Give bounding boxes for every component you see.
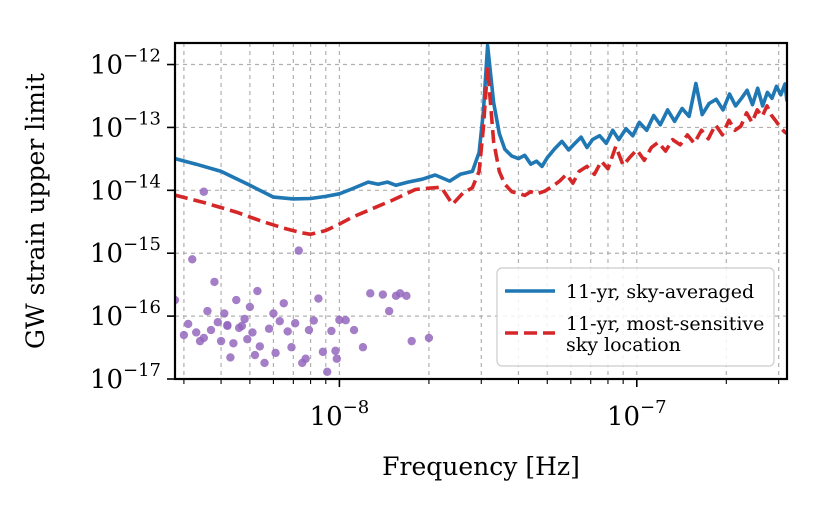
y-tick-label: 10−14 — [90, 171, 161, 206]
scatter-point — [290, 319, 300, 328]
scatter-point — [294, 246, 303, 255]
scatter-point — [199, 333, 209, 343]
scatter-point — [245, 302, 255, 312]
scatter-point — [323, 367, 332, 377]
scatter-point — [264, 324, 274, 333]
scatter-point — [199, 187, 209, 196]
y-tick-label: 10−12 — [90, 46, 161, 81]
line-series — [175, 43, 787, 237]
scatter-point — [301, 354, 310, 363]
legend-label-most-sensitive: 11-yr, most-sensitive sky location — [566, 313, 770, 356]
x-axis-label: Frequency [Hz] — [382, 452, 580, 481]
scatter-point — [309, 316, 318, 325]
scatter-point — [335, 315, 344, 325]
x-tick-label: 10−7 — [607, 397, 667, 432]
scatter-point — [223, 320, 232, 330]
scatter-point — [269, 309, 278, 318]
tick-labels: 10−17 10−16 10−15 10−14 10−13 10−12 10−8 10−7 — [90, 46, 667, 432]
scatter-point — [232, 295, 241, 305]
scatter-point — [213, 318, 222, 327]
series-line-1 — [175, 65, 787, 237]
scatter-point — [287, 343, 296, 352]
scatter-point — [183, 319, 193, 329]
y-tick-label: 10−17 — [90, 360, 161, 395]
scatter-point — [327, 326, 336, 336]
scatter-point — [395, 289, 405, 298]
scatter-point — [220, 309, 229, 318]
y-tick-label: 10−13 — [90, 108, 161, 143]
scatter-point — [275, 316, 284, 326]
scatter-point — [243, 334, 252, 344]
scatter-point — [203, 306, 212, 316]
scatter-point — [384, 306, 394, 316]
scatter-point — [314, 294, 323, 303]
scatter-point — [358, 343, 368, 352]
scatter-point — [250, 350, 260, 360]
scatter-point — [229, 339, 238, 348]
scatter-point — [378, 290, 388, 299]
legend-label-sky-averaged: 11-yr, sky-averaged — [566, 281, 754, 303]
plot-frame — [173, 41, 789, 381]
scatter-point — [402, 291, 411, 301]
scatter-point — [216, 336, 226, 346]
scatter-point — [304, 325, 314, 335]
scatter-point — [271, 348, 280, 358]
scatter-point — [283, 327, 292, 336]
y-tick-label: 10−16 — [90, 297, 161, 332]
scatter-point — [260, 358, 269, 368]
scatter-point — [210, 277, 219, 287]
scatter-point — [248, 328, 257, 337]
scatter-point — [332, 354, 341, 363]
series-line-0 — [175, 43, 787, 201]
legend-label-line-2: sky location — [566, 334, 681, 356]
x-tick-label: 10−8 — [310, 397, 370, 432]
y-axis-label: GW strain upper limit — [21, 73, 50, 349]
scatter-point — [237, 321, 247, 331]
scatter-point — [407, 336, 416, 346]
scatter-point — [192, 328, 201, 337]
scatter-series — [175, 187, 434, 377]
scatter-point — [341, 316, 350, 325]
scatter-point — [331, 346, 340, 356]
scatter-point — [279, 299, 288, 308]
scatter-point — [366, 289, 375, 298]
scatter-point — [424, 333, 434, 343]
scatter-point — [188, 255, 197, 264]
scatter-point — [349, 325, 359, 335]
scatter-point — [179, 330, 189, 340]
legend-label-line-1: 11-yr, most-sensitive — [566, 313, 764, 335]
scatter-point — [206, 325, 216, 335]
scatter-point — [318, 347, 328, 357]
scatter-point — [240, 314, 249, 324]
y-tick-label: 10−15 — [90, 234, 161, 269]
legend: 11-yr, sky-averaged 11-yr, most-sensitiv… — [496, 267, 775, 367]
scatter-point — [226, 353, 235, 362]
legend-box — [496, 267, 775, 367]
scatter-point — [255, 342, 265, 351]
scatter-point — [253, 286, 262, 296]
